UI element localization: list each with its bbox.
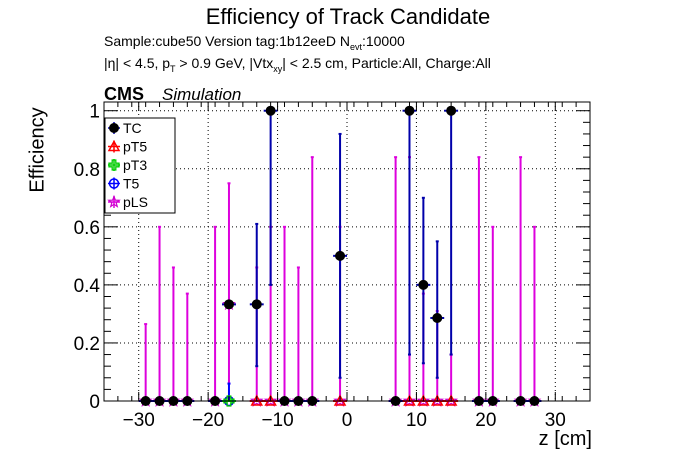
error-bar-pls [277, 225, 292, 402]
simulation-label: Simulation [162, 85, 242, 104]
error-bar-pls [388, 156, 403, 402]
x-tick-label: −10 [261, 410, 293, 431]
marker-tc [432, 312, 443, 323]
marker-pls [249, 393, 264, 407]
error-bar-pls [180, 292, 195, 402]
y-axis-label: Efficiency [26, 107, 49, 193]
grid-lines [104, 102, 590, 402]
marker-tc [418, 279, 429, 290]
x-tick-label: −30 [123, 410, 155, 431]
marker-pt3 [223, 395, 235, 407]
error-bar-tc [430, 240, 445, 379]
cut-pt: > 0.9 GeV, |Vtx [175, 55, 274, 71]
marker-pls [333, 393, 347, 407]
x-tick-label: −20 [192, 410, 224, 431]
error-bar-pls [513, 156, 528, 402]
marker-pls [430, 393, 445, 407]
error-bar-pls [208, 225, 223, 402]
chart-title: Efficiency of Track Candidate [205, 4, 491, 29]
error-bar-pls [527, 225, 542, 402]
y-tick-label: 0.2 [74, 334, 100, 355]
legend-label-pt3: pT3 [123, 157, 147, 173]
legend-marker-tc [109, 123, 119, 133]
sample-info-count: :10000 [361, 33, 405, 49]
cut-pt-subscript: T [170, 63, 176, 74]
selection-cuts: |η| < 4.5, pT > 0.9 GeV, |Vtxxy| < 2.5 c… [104, 55, 491, 74]
cut-vtx-subscript: xy [273, 63, 283, 74]
x-tick-label: 30 [545, 410, 566, 431]
sample-info: Sample:cube50 Version tag:1b12eeD Nevt:1… [104, 33, 405, 52]
error-bar-pls [305, 156, 320, 402]
sample-info-subscript: evt [349, 41, 362, 52]
legend-label-pls: pLS [123, 194, 148, 210]
cms-label: CMS [104, 84, 144, 104]
legend-marker-t5 [108, 178, 120, 189]
marker-tc [404, 105, 415, 116]
cut-eta: |η| < 4.5, p [104, 55, 171, 71]
marker-tc [223, 299, 234, 310]
marker-pls [402, 393, 417, 407]
legend-label-tc: TC [123, 120, 142, 136]
error-bar-tc [444, 109, 459, 356]
legend-label-t5: T5 [123, 176, 140, 192]
legend-label-pt5: pT5 [123, 139, 147, 155]
error-bar-tc [402, 109, 417, 356]
y-tick-label: 0.4 [74, 276, 101, 297]
error-bar-pls [138, 323, 153, 402]
error-bar-pls [222, 182, 236, 385]
y-tick-label: 0 [89, 392, 100, 413]
x-tick-label: 0 [342, 410, 353, 431]
error-bar-tc [249, 222, 264, 368]
marker-pls [416, 393, 431, 407]
error-bar-pls [471, 156, 486, 402]
error-bar-pls [485, 225, 500, 402]
y-tick-label: 0.6 [74, 218, 100, 239]
error-bar-pls [166, 266, 181, 402]
cut-vtx: | < 2.5 cm, Particle:All, Charge:All [282, 55, 491, 71]
marker-tc [335, 250, 346, 261]
marker-pls [263, 393, 278, 407]
x-axis-label: z [cm] [538, 428, 592, 450]
error-bar-pls [291, 266, 306, 402]
legend-marker-pls [107, 194, 121, 208]
error-bar-tc [263, 109, 278, 286]
y-tick-label: 1 [89, 102, 100, 123]
legend-marker-pt3 [108, 159, 120, 171]
x-tick-label: 10 [406, 410, 427, 431]
marker-tc [446, 105, 457, 116]
marker-pls [444, 393, 459, 407]
axis-tick-labels: −30 −20 −10 0 10 20 30 0 0.2 0.4 0.6 0.8 1 [74, 102, 566, 431]
error-bar-pls [152, 225, 167, 402]
marker-tc [251, 299, 262, 310]
legend: TC pT5 pT3 T5 pLS [104, 117, 176, 214]
y-tick-label: 0.8 [74, 160, 100, 181]
marker-tc [265, 105, 276, 116]
sample-info-text: Sample:cube50 Version tag:1b12eeD N [104, 33, 350, 49]
legend-marker-pt5 [107, 139, 121, 152]
x-tick-label: 20 [475, 410, 496, 431]
